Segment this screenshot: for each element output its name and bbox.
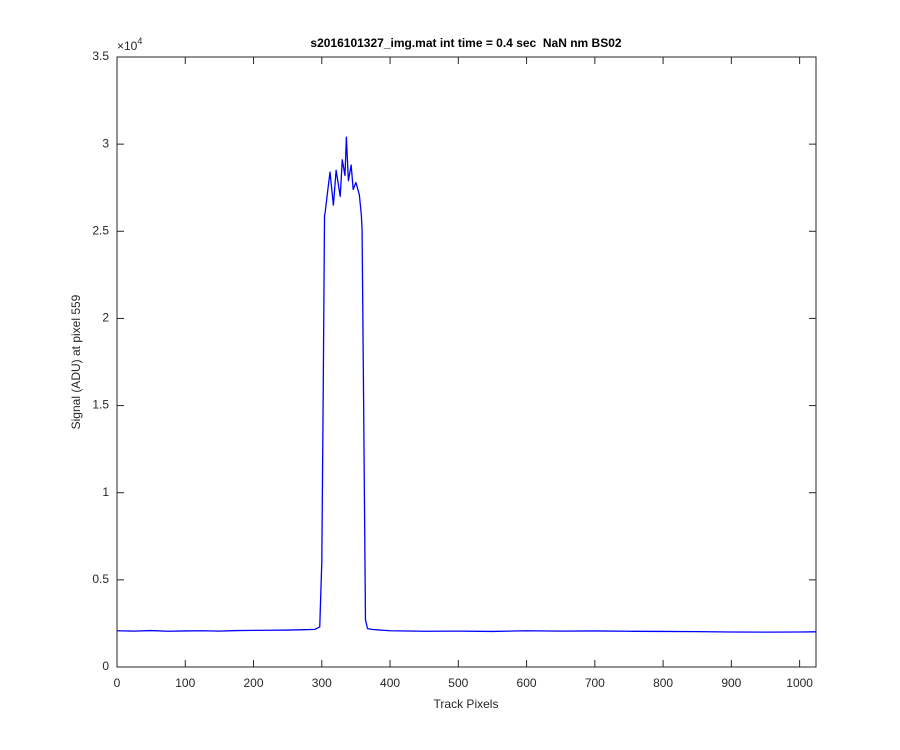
y-tick-label: 1	[102, 485, 109, 499]
y-tick-label: 1.5	[92, 398, 109, 412]
chart-title: s2016101327_img.mat int time = 0.4 sec N…	[310, 36, 621, 50]
data-line	[116, 136, 817, 633]
x-tick-label: 700	[585, 676, 605, 690]
x-tick-label: 0	[114, 676, 121, 690]
y-tick-label: 3.5	[92, 49, 109, 63]
axes-box	[116, 56, 817, 668]
y-tick-label: 0	[102, 659, 109, 673]
x-tick-label: 800	[653, 676, 673, 690]
y-tick-label: 2.5	[92, 223, 109, 237]
y-tick-label: 0.5	[92, 572, 109, 586]
x-tick-label: 500	[448, 676, 468, 690]
x-tick-label: 900	[721, 676, 741, 690]
x-tick-label: 1000	[786, 676, 813, 690]
y-multiplier-base: ×10	[117, 39, 138, 53]
x-axis-label: Track Pixels	[434, 697, 499, 711]
x-tick-label: 300	[312, 676, 332, 690]
x-tick-label: 200	[244, 676, 264, 690]
x-tick-label: 600	[517, 676, 537, 690]
x-tick-label: 400	[380, 676, 400, 690]
y-multiplier-exponent: 4	[137, 36, 142, 46]
y-tick-label: 2	[102, 311, 109, 325]
y-axis-label: Signal (ADU) at pixel 559	[69, 294, 83, 429]
y-tick-label: 3	[102, 136, 109, 150]
x-tick-label: 100	[175, 676, 195, 690]
y-multiplier: ×104	[117, 36, 142, 53]
